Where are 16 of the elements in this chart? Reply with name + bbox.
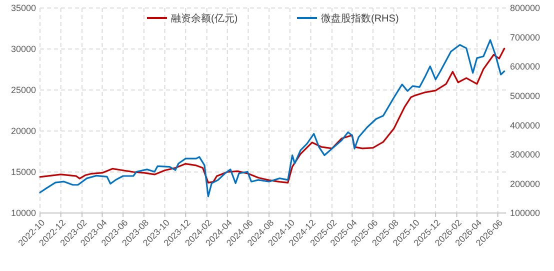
- y2-tick-label: 300000: [510, 150, 540, 160]
- y-tick-label: 15000: [10, 167, 36, 178]
- y2-tick-label: 200000: [510, 178, 540, 189]
- y2-tick-label: 700000: [510, 32, 540, 42]
- legend-label: 融资余额(亿元): [171, 12, 238, 24]
- y2-tick-label: 400000: [510, 120, 540, 130]
- y-tick-label: 35000: [10, 3, 36, 14]
- y2-tick-label: 500000: [510, 91, 540, 102]
- y2-tick-label: 100000: [510, 208, 540, 218]
- y2-tick-label: 600000: [510, 62, 540, 72]
- y-tick-label: 25000: [10, 85, 36, 96]
- y2-tick-label: 800000: [510, 3, 540, 14]
- y-tick-label: 30000: [10, 44, 36, 54]
- y-tick-label: 10000: [10, 208, 36, 218]
- y-tick-label: 20000: [10, 126, 36, 136]
- legend-label: 微盘股指数(RHS): [321, 12, 399, 24]
